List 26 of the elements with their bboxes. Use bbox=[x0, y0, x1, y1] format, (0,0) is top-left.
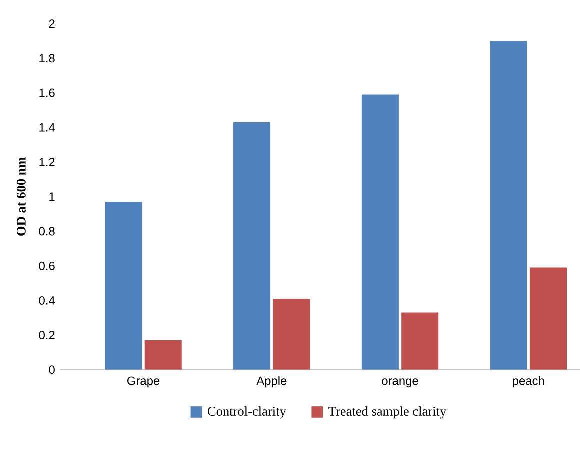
y-tick-label: 1.6 bbox=[40, 88, 55, 98]
y-tick-label: 0.6 bbox=[39, 262, 55, 270]
y-tick-label: 1.2 bbox=[40, 158, 55, 166]
bar bbox=[234, 122, 271, 370]
y-tick-label: 1.4 bbox=[40, 124, 56, 132]
y-tick-label: 0.2 bbox=[39, 331, 55, 340]
y-tick-label: 2 bbox=[49, 20, 55, 28]
y-tick-label: 1 bbox=[50, 192, 55, 201]
bar bbox=[105, 202, 142, 370]
legend-label: Treated sample clarity bbox=[328, 406, 447, 419]
legend-label: Control-clarity bbox=[208, 406, 286, 419]
bar bbox=[273, 298, 310, 370]
bar bbox=[402, 312, 439, 370]
x-tick-label: Apple bbox=[256, 376, 287, 388]
y-tick-label: 1.8 bbox=[40, 54, 55, 63]
y-tick-label: 0.8 bbox=[39, 227, 55, 236]
y-tick-label: 0 bbox=[49, 366, 55, 374]
bar bbox=[144, 340, 182, 370]
x-tick-label: Grape bbox=[128, 376, 160, 388]
x-tick-label: orange bbox=[382, 378, 418, 388]
bar bbox=[362, 94, 399, 370]
bar bbox=[530, 268, 567, 370]
y-tick-label: 0.4 bbox=[39, 296, 56, 305]
bar bbox=[490, 41, 528, 370]
y-axis-title: OD at 600 nm bbox=[16, 157, 26, 236]
x-tick-label: peach bbox=[513, 376, 544, 388]
